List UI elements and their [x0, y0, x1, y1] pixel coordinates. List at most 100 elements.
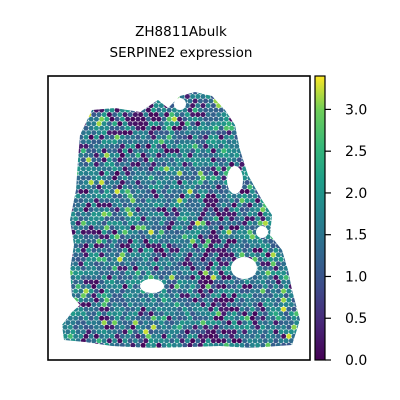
spot	[171, 116, 177, 122]
spot	[229, 243, 235, 249]
spot	[242, 247, 248, 253]
spot	[135, 170, 141, 176]
spot	[86, 256, 92, 262]
spot	[200, 284, 206, 289]
spot	[109, 270, 115, 276]
colorbar-tick-label: 1.0	[345, 269, 367, 285]
spot	[242, 338, 248, 344]
spot	[257, 220, 263, 226]
spot	[203, 216, 209, 222]
spot	[130, 161, 136, 167]
spot	[164, 157, 170, 163]
spot	[140, 143, 146, 149]
spot	[143, 247, 149, 253]
spot	[184, 311, 190, 317]
spot	[117, 293, 123, 299]
spot	[114, 288, 120, 294]
spot	[119, 198, 125, 204]
spot	[101, 247, 107, 253]
spot	[223, 243, 229, 249]
spot	[164, 247, 170, 253]
spot	[231, 220, 237, 226]
spot	[96, 320, 102, 326]
spot	[184, 121, 190, 127]
spot	[197, 225, 203, 231]
spot	[213, 243, 219, 249]
spot	[112, 139, 118, 145]
spot	[132, 184, 138, 190]
spot	[278, 256, 284, 262]
spot	[226, 329, 232, 335]
spot	[156, 189, 162, 194]
spot	[187, 98, 193, 104]
spot	[213, 261, 219, 267]
spot	[252, 247, 258, 253]
spot	[148, 202, 154, 208]
spot	[179, 211, 185, 217]
spot	[125, 297, 131, 303]
tissue-holes	[140, 98, 268, 293]
spot	[93, 333, 99, 339]
spot	[164, 320, 170, 326]
spot	[171, 270, 177, 276]
spot	[197, 189, 203, 194]
spot	[171, 180, 177, 185]
spot	[112, 256, 118, 262]
spot	[70, 320, 76, 326]
spot	[169, 175, 175, 181]
spot	[242, 193, 248, 199]
spot	[184, 329, 190, 335]
spot	[244, 225, 250, 231]
spot	[200, 184, 206, 190]
spot	[249, 234, 255, 240]
spot	[262, 329, 268, 335]
spot	[192, 170, 198, 176]
spot	[104, 252, 110, 258]
spot	[273, 293, 279, 299]
spot	[99, 279, 105, 285]
spot	[182, 198, 188, 204]
spot	[273, 338, 279, 344]
spot	[195, 94, 201, 99]
spot	[221, 265, 227, 271]
spot	[151, 216, 157, 222]
spot	[151, 180, 157, 185]
spot	[249, 216, 255, 222]
spot	[252, 311, 258, 317]
spot	[101, 329, 107, 335]
spot	[223, 324, 229, 330]
spot	[195, 256, 201, 262]
spot	[112, 284, 118, 289]
spot	[109, 324, 115, 330]
spot	[257, 247, 263, 253]
spot	[236, 284, 242, 289]
spot	[156, 234, 162, 240]
spot	[288, 329, 294, 335]
spot	[208, 243, 214, 249]
spot	[106, 139, 112, 145]
spot	[75, 193, 81, 199]
spot	[104, 161, 110, 167]
spot	[73, 207, 79, 213]
spot	[216, 112, 222, 118]
spot	[226, 148, 232, 154]
spot	[177, 161, 183, 167]
chart-subtitle: SERPINE2 expression	[109, 45, 253, 61]
spot	[148, 157, 154, 163]
spot	[234, 143, 240, 149]
spot	[96, 265, 102, 271]
spot	[106, 121, 112, 127]
spot	[104, 225, 110, 231]
spot	[265, 243, 271, 249]
spot	[145, 125, 151, 131]
spot	[166, 134, 172, 140]
spot	[161, 143, 167, 149]
spot	[177, 279, 183, 285]
spot	[174, 256, 180, 262]
spot	[231, 229, 237, 235]
spot	[119, 161, 125, 167]
spot	[86, 229, 92, 235]
spot	[75, 229, 81, 235]
spot	[132, 166, 138, 172]
spot	[156, 134, 162, 140]
